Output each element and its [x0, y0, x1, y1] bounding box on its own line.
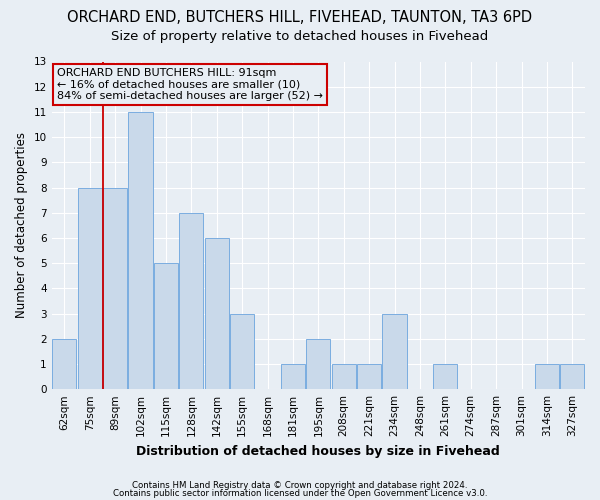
Bar [230, 314, 254, 389]
Bar [357, 364, 381, 389]
Text: ORCHARD END BUTCHERS HILL: 91sqm
← 16% of detached houses are smaller (10)
84% o: ORCHARD END BUTCHERS HILL: 91sqm ← 16% o… [57, 68, 323, 102]
Bar [306, 339, 331, 389]
Bar [382, 314, 407, 389]
Bar [205, 238, 229, 389]
Bar [332, 364, 356, 389]
Bar [128, 112, 152, 389]
Y-axis label: Number of detached properties: Number of detached properties [15, 132, 28, 318]
Bar [179, 212, 203, 389]
Text: Contains HM Land Registry data © Crown copyright and database right 2024.: Contains HM Land Registry data © Crown c… [132, 481, 468, 490]
X-axis label: Distribution of detached houses by size in Fivehead: Distribution of detached houses by size … [136, 444, 500, 458]
Bar [103, 188, 127, 389]
Text: Contains public sector information licensed under the Open Government Licence v3: Contains public sector information licen… [113, 488, 487, 498]
Bar [535, 364, 559, 389]
Bar [281, 364, 305, 389]
Bar [52, 339, 76, 389]
Bar [77, 188, 102, 389]
Bar [154, 263, 178, 389]
Bar [560, 364, 584, 389]
Bar [433, 364, 457, 389]
Text: ORCHARD END, BUTCHERS HILL, FIVEHEAD, TAUNTON, TA3 6PD: ORCHARD END, BUTCHERS HILL, FIVEHEAD, TA… [67, 10, 533, 25]
Text: Size of property relative to detached houses in Fivehead: Size of property relative to detached ho… [112, 30, 488, 43]
